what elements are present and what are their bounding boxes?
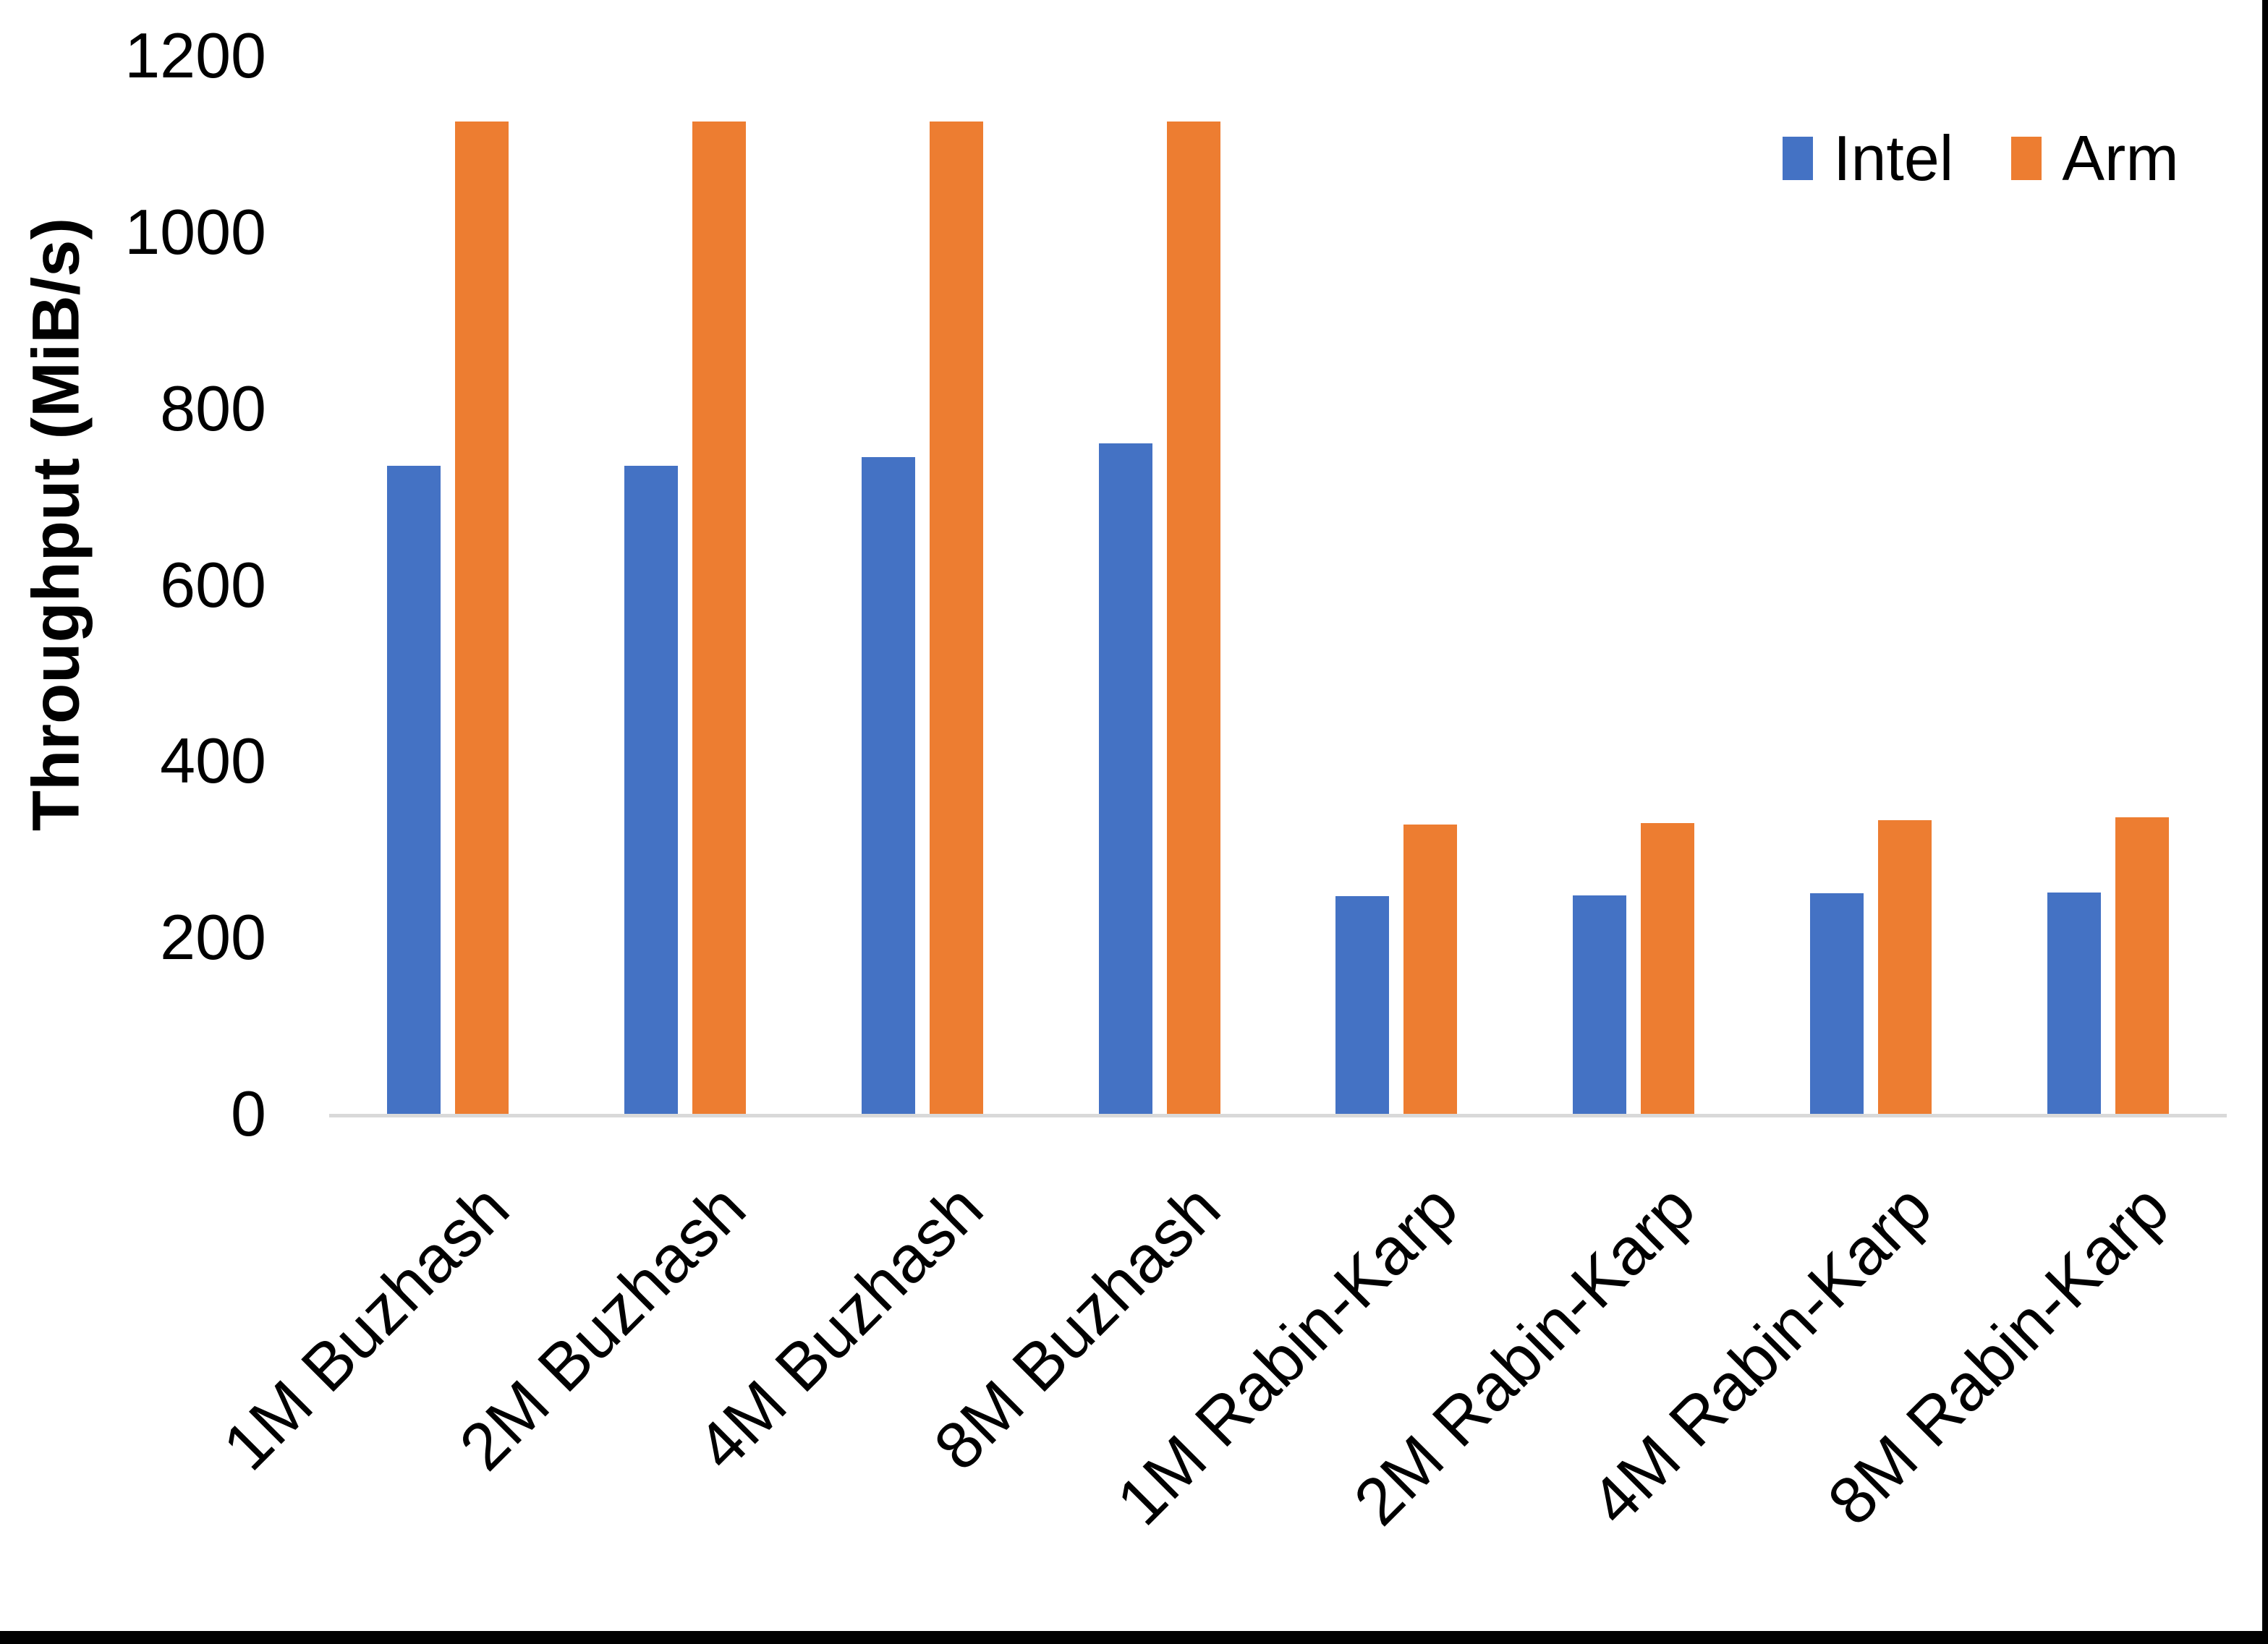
legend-label-intel: Intel bbox=[1833, 122, 1954, 194]
bar-intel-2m-buzhash bbox=[624, 465, 678, 1114]
bar-group-1m-rabin-karp bbox=[1278, 56, 1516, 1114]
bar-arm-1m-buzhash bbox=[454, 122, 509, 1114]
bar-arm-2m-buzhash bbox=[692, 122, 746, 1114]
legend-swatch-arm bbox=[2011, 137, 2042, 180]
bar-group-8m-buzhash bbox=[1041, 56, 1278, 1114]
x-category-label-4m-buzhash: 4M Buzhash bbox=[683, 1170, 998, 1485]
chart-legend: Intel Arm bbox=[1783, 127, 2179, 190]
legend-label-arm: Arm bbox=[2062, 122, 2179, 194]
legend-item-arm: Arm bbox=[2011, 122, 2179, 194]
y-tick-label-600: 600 bbox=[160, 548, 266, 621]
bar-group-1m-buzhash bbox=[329, 56, 566, 1114]
bar-arm-2m-rabin-karp bbox=[1641, 822, 1695, 1114]
bar-group-4m-buzhash bbox=[804, 56, 1041, 1114]
bar-intel-8m-buzhash bbox=[1098, 443, 1152, 1114]
bar-intel-1m-buzhash bbox=[386, 465, 441, 1114]
bar-group-8m-rabin-karp bbox=[1989, 56, 2227, 1114]
legend-item-intel: Intel bbox=[1783, 127, 1953, 190]
y-axis-title: Throughput (MiB/s) bbox=[19, 217, 93, 832]
plot-area bbox=[329, 56, 2227, 1114]
x-category-label-1m-rabin-karp: 1M Rabin-Karp bbox=[1103, 1170, 1472, 1540]
x-category-label-1m-buzhash: 1M Buzhash bbox=[208, 1170, 523, 1485]
y-tick-label-1200: 1200 bbox=[124, 20, 266, 91]
figure-right-border bbox=[2262, 0, 2268, 1644]
x-category-label-2m-rabin-karp: 2M Rabin-Karp bbox=[1340, 1170, 1709, 1540]
x-axis-line bbox=[329, 1114, 2227, 1117]
figure-bottom-border bbox=[0, 1631, 2268, 1644]
bar-group-4m-rabin-karp bbox=[1752, 56, 1989, 1114]
x-category-label-8m-rabin-karp: 8M Rabin-Karp bbox=[1814, 1170, 2183, 1540]
y-tick-label-0: 0 bbox=[231, 1078, 266, 1149]
y-tick-label-400: 400 bbox=[160, 725, 266, 797]
bar-arm-8m-buzhash bbox=[1166, 122, 1220, 1114]
legend-swatch-intel bbox=[1783, 137, 1813, 180]
bar-intel-1m-rabin-karp bbox=[1335, 895, 1390, 1114]
bar-intel-8m-rabin-karp bbox=[2047, 893, 2102, 1114]
y-tick-label-800: 800 bbox=[160, 372, 266, 444]
bar-group-2m-rabin-karp bbox=[1515, 56, 1752, 1114]
x-category-label-2m-buzhash: 2M Buzhash bbox=[446, 1170, 760, 1485]
bar-arm-1m-rabin-karp bbox=[1403, 825, 1458, 1114]
bar-intel-4m-buzhash bbox=[861, 456, 915, 1114]
bar-arm-4m-buzhash bbox=[929, 122, 983, 1114]
y-tick-label-1000: 1000 bbox=[124, 195, 266, 268]
x-category-label-8m-buzhash: 8M Buzhash bbox=[920, 1170, 1235, 1485]
y-tick-label-200: 200 bbox=[160, 901, 266, 974]
bar-arm-4m-rabin-karp bbox=[1878, 820, 1932, 1114]
bar-arm-8m-rabin-karp bbox=[2115, 817, 2170, 1114]
bar-group-2m-buzhash bbox=[566, 56, 804, 1114]
x-category-label-4m-rabin-karp: 4M Rabin-Karp bbox=[1577, 1170, 1946, 1540]
bar-intel-4m-rabin-karp bbox=[1810, 893, 1864, 1114]
bar-intel-2m-rabin-karp bbox=[1573, 895, 1627, 1114]
